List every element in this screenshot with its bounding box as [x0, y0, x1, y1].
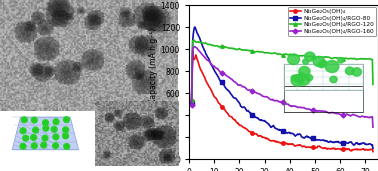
Y-axis label: Specific Capacity (mA h g⁻¹): Specific Capacity (mA h g⁻¹) — [149, 28, 158, 136]
Ni₃Ge₂O₅(OH)₄/RGO-120 — [354, 58, 359, 61]
Ni₃Ge₂O₅(OH)₄/RGO-80 — [343, 141, 347, 143]
Ni₃Ge₂O₅(OH)₄/RGO-120 — [192, 39, 196, 41]
Circle shape — [53, 143, 59, 149]
Circle shape — [42, 135, 48, 141]
Circle shape — [31, 135, 37, 140]
Line: Ni₃Ge₂O₅(OH)₄/RGO-80: Ni₃Ge₂O₅(OH)₄/RGO-80 — [190, 25, 375, 150]
Ni₃Ge₂O₅(OH)₄/RGO-80 — [190, 71, 194, 73]
Ni₃Ge₂O₅(OH)₄/RGO-120 — [190, 69, 194, 71]
Circle shape — [43, 120, 48, 126]
Ni₃Ge₂O₅(OH)₄/RGO-80 — [298, 133, 302, 135]
Circle shape — [33, 127, 39, 133]
Ni₃Ge₂O₅(OH)₄/RGO-80 — [371, 147, 375, 149]
Ni₃Ge₂O₅(OH)₄ — [354, 148, 359, 150]
Ni₃Ge₂O₅(OH)₄/RGO-80 — [354, 142, 359, 144]
Circle shape — [63, 127, 68, 133]
Line: Ni₃Ge₂O₅(OH)₄/RGO-120: Ni₃Ge₂O₅(OH)₄/RGO-120 — [190, 38, 375, 102]
Ni₃Ge₂O₅(OH)₄/RGO-120 — [371, 83, 375, 86]
Ni₃Ge₂O₅(OH)₄/RGO-80 — [189, 102, 194, 104]
Circle shape — [43, 125, 49, 131]
Ni₃Ge₂O₅(OH)₄ — [298, 144, 302, 146]
Ni₃Ge₂O₅(OH)₄ — [297, 144, 302, 146]
Ni₃Ge₂O₅(OH)₄/RGO-160 — [190, 76, 194, 78]
Ni₃Ge₂O₅(OH)₄ — [190, 74, 194, 76]
Circle shape — [22, 117, 27, 123]
Polygon shape — [12, 117, 79, 150]
Legend: Ni₃Ge₂O₅(OH)₄, Ni₃Ge₂O₅(OH)₄/RGO-80, Ni₃Ge₂O₅(OH)₄/RGO-120, Ni₃Ge₂O₅(OH)₄/RGO-16: Ni₃Ge₂O₅(OH)₄, Ni₃Ge₂O₅(OH)₄/RGO-80, Ni₃… — [288, 7, 376, 36]
Circle shape — [41, 142, 46, 148]
Circle shape — [20, 128, 26, 134]
Circle shape — [53, 119, 59, 124]
Ni₃Ge₂O₅(OH)₄/RGO-160 — [297, 106, 302, 108]
Line: Ni₃Ge₂O₅(OH)₄/RGO-160: Ni₃Ge₂O₅(OH)₄/RGO-160 — [190, 45, 375, 129]
Circle shape — [31, 117, 37, 123]
Ni₃Ge₂O₅(OH)₄/RGO-160 — [298, 106, 302, 108]
Ni₃Ge₂O₅(OH)₄/RGO-160 — [192, 46, 197, 48]
Ni₃Ge₂O₅(OH)₄/RGO-80 — [297, 133, 302, 135]
Ni₃Ge₂O₅(OH)₄/RGO-80 — [192, 26, 197, 28]
Ni₃Ge₂O₅(OH)₄/RGO-120 — [297, 55, 302, 57]
Ni₃Ge₂O₅(OH)₄ — [343, 147, 347, 149]
Circle shape — [63, 133, 68, 139]
Ni₃Ge₂O₅(OH)₄/RGO-120 — [301, 54, 305, 56]
Ni₃Ge₂O₅(OH)₄/RGO-120 — [189, 99, 194, 101]
Ni₃Ge₂O₅(OH)₄/RGO-120 — [343, 57, 347, 59]
Ni₃Ge₂O₅(OH)₄/RGO-160 — [189, 104, 194, 106]
Circle shape — [64, 117, 70, 122]
Ni₃Ge₂O₅(OH)₄/RGO-120 — [298, 55, 302, 57]
Ni₃Ge₂O₅(OH)₄ — [301, 145, 305, 147]
Circle shape — [64, 144, 70, 149]
Ni₃Ge₂O₅(OH)₄ — [189, 100, 194, 102]
Circle shape — [20, 143, 26, 149]
Circle shape — [53, 134, 59, 140]
Ni₃Ge₂O₅(OH)₄ — [371, 150, 375, 153]
Ni₃Ge₂O₅(OH)₄/RGO-160 — [301, 107, 305, 109]
Ni₃Ge₂O₅(OH)₄/RGO-160 — [343, 114, 347, 116]
Line: Ni₃Ge₂O₅(OH)₄: Ni₃Ge₂O₅(OH)₄ — [190, 49, 375, 153]
Ni₃Ge₂O₅(OH)₄/RGO-160 — [371, 126, 375, 128]
Ni₃Ge₂O₅(OH)₄/RGO-160 — [354, 115, 359, 117]
Circle shape — [51, 127, 57, 132]
Ni₃Ge₂O₅(OH)₄/RGO-80 — [301, 137, 305, 139]
Circle shape — [23, 135, 29, 141]
Circle shape — [31, 143, 37, 149]
Ni₃Ge₂O₅(OH)₄ — [191, 50, 195, 52]
